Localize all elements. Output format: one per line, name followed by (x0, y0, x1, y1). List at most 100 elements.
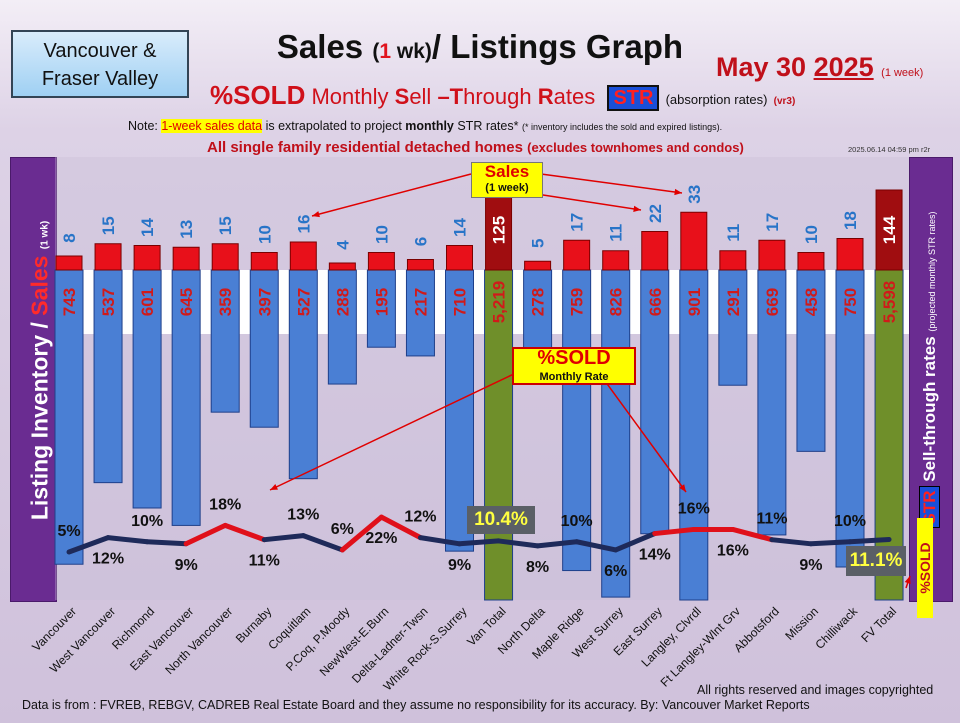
str-line-segment (144, 539, 189, 547)
sales-label: 16 (294, 215, 313, 234)
str-label: 5% (57, 523, 80, 540)
sales-bar (289, 241, 317, 271)
callout-arrow (269, 371, 519, 491)
sales-bar (680, 211, 708, 271)
sales-label: 18 (841, 211, 860, 230)
arrow-head (674, 188, 682, 196)
listing-bar (93, 269, 123, 484)
sales-label: 14 (138, 218, 157, 237)
str-line-segment (847, 536, 892, 545)
inventory-label: 743 (60, 288, 79, 316)
listing-bar (562, 269, 592, 572)
str-line-segment (730, 526, 775, 543)
listing-bar (249, 269, 279, 428)
str-label: 10% (131, 513, 163, 530)
listing-bar (288, 269, 318, 480)
inventory-label: 278 (529, 288, 548, 316)
listing-bar (132, 269, 162, 509)
chart-title: Sales (1 wk)/ Listings Graph (200, 28, 760, 66)
str-label: 11% (756, 511, 787, 528)
sales-label: 11 (607, 224, 626, 242)
report-date: May 30 2025 (1 week) (716, 52, 924, 82)
arrow-head (270, 484, 278, 490)
sales-label: 15 (99, 216, 118, 235)
inventory-label: 217 (411, 288, 430, 316)
sales-bar (328, 262, 356, 271)
region-line-1: Vancouver & (43, 40, 157, 62)
sales-label: 125 (490, 216, 509, 244)
sales-bar (719, 250, 747, 271)
inventory-label: 666 (646, 288, 665, 316)
str-label: 16% (678, 500, 710, 517)
listing-bar (679, 269, 709, 601)
absorption-note: (absorption rates) (665, 92, 768, 107)
subtitle-sold: %SOLD (210, 80, 306, 110)
scope-line: All single family residential detached h… (207, 139, 744, 156)
van-total-pct: 10.4% (467, 506, 535, 534)
str-badge: STR (607, 85, 660, 111)
str-line-segment (496, 538, 541, 549)
str-line-segment (417, 535, 462, 547)
sales-label: 10 (802, 225, 821, 244)
listing-bar (366, 269, 396, 348)
sales-bar (367, 252, 395, 271)
inventory-label: 759 (568, 288, 587, 316)
str-line-segment (808, 539, 853, 547)
callout-arrow (540, 173, 683, 194)
inventory-label: 291 (724, 288, 743, 316)
data-source: Data is from : FVREB, REBGV, CADREB Real… (22, 698, 810, 712)
inventory-label: 826 (607, 288, 626, 316)
arrow-head (679, 484, 686, 492)
arrow-head (633, 205, 641, 212)
str-label: 10% (561, 513, 593, 530)
inventory-label: 458 (802, 288, 821, 316)
region-box: Vancouver & Fraser Valley (11, 30, 189, 98)
sales-bar (172, 246, 200, 271)
str-line-segment (261, 533, 306, 543)
str-line-segment (183, 522, 228, 547)
listing-bar (601, 269, 631, 598)
subtitle: %SOLD Monthly Sell –Through Rates STR (a… (210, 80, 796, 111)
arrow-head (904, 576, 911, 584)
sales-bar (563, 239, 591, 271)
inventory-label: 288 (333, 288, 352, 316)
inventory-label: 397 (255, 288, 274, 316)
listing-bar (640, 269, 670, 535)
title-paren: (1 wk) (372, 40, 432, 63)
sales-label: 11 (724, 224, 743, 242)
str-line-segment (378, 514, 423, 541)
sales-label: 10 (372, 225, 391, 244)
str-line-segment (300, 533, 345, 553)
note-highlight: 1-week sales data (161, 119, 263, 133)
listing-bar (171, 269, 201, 526)
str-label: 12% (92, 551, 124, 568)
listing-bar (874, 269, 904, 601)
str-label: 8% (526, 559, 549, 576)
sales-bar (524, 260, 552, 271)
sales-bar (406, 259, 434, 271)
str-line-segment (613, 531, 658, 553)
report-year: 2025 (813, 52, 874, 82)
listing-bar (718, 269, 748, 386)
category-label: North Vancouver (162, 604, 235, 677)
str-label: 11% (249, 553, 280, 570)
category-label: FV Total (858, 604, 899, 645)
title-post: / Listings Graph (431, 28, 684, 65)
sold-callout: %SOLD Monthly Rate (512, 347, 636, 385)
str-line-segment (652, 526, 697, 537)
sales-bar (641, 231, 669, 271)
sales-callout: Sales (1 week) (471, 162, 543, 198)
sales-bar (797, 252, 825, 271)
region-line-2: Fraser Valley (41, 68, 159, 90)
sales-bar (602, 250, 630, 271)
str-label: 10% (834, 513, 866, 530)
str-label: 14% (639, 547, 671, 564)
sales-label: 10 (255, 225, 274, 244)
sales-label: 8 (60, 233, 79, 242)
listing-bar (757, 269, 787, 536)
copyright: All rights reserved and images copyright… (697, 683, 934, 697)
inventory-label: 601 (138, 288, 157, 316)
str-label: 18% (209, 496, 241, 513)
inventory-label: 527 (294, 288, 313, 316)
